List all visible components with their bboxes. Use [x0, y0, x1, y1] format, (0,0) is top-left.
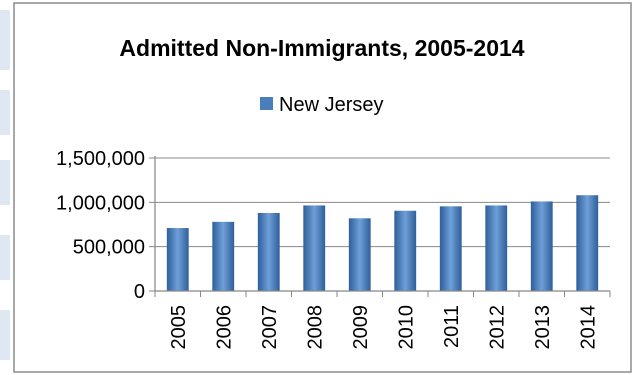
bars: [166, 195, 599, 291]
x-tick-label: 2010: [395, 305, 417, 350]
x-tick-label: 2007: [259, 305, 281, 350]
left-edge-decoration: [0, 90, 10, 135]
bar-2008: [303, 205, 326, 291]
x-tick-label: 2005: [168, 305, 190, 350]
x-tick-label: 2012: [486, 305, 508, 350]
y-tick-label: 0: [134, 281, 145, 303]
legend: New Jersey: [260, 94, 383, 116]
y-tick-label: 1,500,000: [56, 148, 145, 170]
bar-2012: [485, 205, 508, 291]
bar-2006: [212, 221, 235, 291]
left-edge-decoration: [0, 310, 10, 360]
x-tick-label: 2014: [577, 305, 599, 350]
y-axis-tick-labels: 0 500,000 1,000,000 1,500,000: [56, 148, 145, 303]
bar-2009: [348, 218, 371, 291]
left-edge-decoration: [0, 160, 10, 205]
chart-title: Admitted Non-Immigrants, 2005-2014: [119, 35, 524, 61]
axes: [154, 156, 611, 297]
left-edge-decoration: [0, 10, 10, 70]
bar-2007: [257, 212, 280, 291]
x-tick-label: 2009: [350, 305, 372, 350]
bar-2014: [576, 195, 599, 291]
legend-swatch-icon: [260, 97, 273, 110]
x-tick-label: 2013: [532, 305, 554, 350]
bar-2011: [439, 206, 462, 291]
left-edge-decoration: [0, 235, 10, 280]
x-tick-label: 2008: [304, 305, 326, 350]
y-tick-label: 500,000: [73, 237, 145, 259]
x-axis-tick-labels: 2005 2006 2007 2008 2009 2010 2011 2012 2013 2014: [168, 305, 600, 350]
x-tick-label: 2011: [441, 305, 463, 348]
bar-2005: [166, 228, 189, 291]
y-tick-label: 1,000,000: [56, 192, 145, 214]
bar-2013: [530, 201, 553, 291]
legend-label: New Jersey: [279, 94, 383, 116]
bar-2010: [394, 210, 417, 291]
x-tick-label: 2006: [213, 305, 235, 350]
chart-border: [13, 2, 632, 373]
